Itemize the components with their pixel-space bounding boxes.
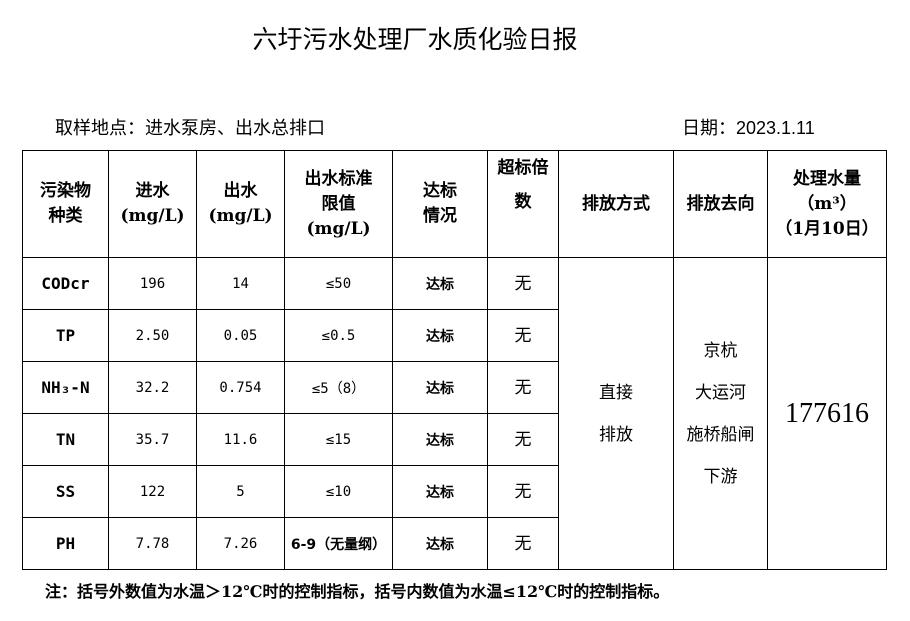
- discharge-destination-cell: 京杭 大运河 施桥船闸 下游: [673, 257, 768, 570]
- inflow-cell: 32.2: [108, 361, 197, 414]
- treated-volume-cell: 177616: [767, 257, 887, 570]
- inflow-cell: 196: [108, 257, 197, 310]
- pollutant-cell: SS: [22, 465, 109, 518]
- report-title: 六圩污水处理厂水质化验日报: [252, 25, 578, 54]
- outflow-cell: 7.26: [196, 517, 285, 570]
- table-row: NH₃-N 32.2 0.754 ≤5（8） 达标无: [22, 361, 887, 414]
- limit-cell: ≤5（8）: [284, 361, 393, 414]
- header-status: 达标 情况: [392, 150, 488, 258]
- exceed-cell: 无: [487, 465, 559, 518]
- header-inflow: 进水 (mg/L): [108, 150, 197, 258]
- table-row: TP 2.50 0.05 ≤0.5 达标无: [22, 309, 887, 362]
- header-discharge-method: 排放方式: [558, 150, 674, 258]
- table-row: PH 7.78 7.26 6-9（无量纲） 达标无: [22, 517, 887, 570]
- header-row: 污染物 种类 进水 (mg/L) 出水 (mg/L) 出水标准 限值 (mg/L) 达标情…: [22, 150, 887, 258]
- table-row: TN 35.7 11.6 ≤15 达标无: [22, 413, 887, 466]
- footnote: 注：括号外数值为水温＞12℃时的控制指标，括号内数值为水温≤12℃时的控制指标。: [45, 582, 670, 601]
- header-volume: 处理水量 （m³） （1月10日）: [767, 150, 887, 258]
- sampling-location: 取样地点：进水泵房、出水总排口: [55, 118, 325, 139]
- header-discharge-dest: 排放去向: [673, 150, 768, 258]
- pollutant-cell: TP: [22, 309, 109, 362]
- header-pollutant: 污染物 种类: [22, 150, 109, 258]
- limit-cell: ≤0.5: [284, 309, 393, 362]
- outflow-cell: 14: [196, 257, 285, 310]
- table-row: SS 122 5 ≤10 达标无: [22, 465, 887, 518]
- header-limit: 出水标准 限值 (mg/L): [284, 150, 393, 258]
- status-cell: 达标: [392, 465, 488, 518]
- status-cell: 达标: [392, 257, 488, 310]
- water-quality-table: 污染物 种类 进水 (mg/L) 出水 (mg/L) 出水标准 限值 (mg/L) 达标情…: [22, 150, 887, 570]
- exceed-cell: 无: [487, 361, 559, 414]
- inflow-cell: 2.50: [108, 309, 197, 362]
- limit-cell: ≤10: [284, 465, 393, 518]
- status-cell: 达标: [392, 361, 488, 414]
- pollutant-cell: PH: [22, 517, 109, 570]
- pollutant-cell: TN: [22, 413, 109, 466]
- outflow-cell: 0.754: [196, 361, 285, 414]
- discharge-method-cell: 直接 排放: [558, 257, 674, 570]
- exceed-cell: 无: [487, 257, 559, 310]
- inflow-cell: 122: [108, 465, 197, 518]
- outflow-cell: 0.05: [196, 309, 285, 362]
- header-exceed: 超标倍数: [487, 150, 559, 258]
- pollutant-cell: CODcr: [22, 257, 109, 310]
- inflow-cell: 7.78: [108, 517, 197, 570]
- inflow-cell: 35.7: [108, 413, 197, 466]
- limit-cell: ≤50: [284, 257, 393, 310]
- exceed-cell: 无: [487, 517, 559, 570]
- report-date: 日期：2023.1.11: [682, 118, 815, 138]
- header-outflow: 出水 (mg/L): [196, 150, 285, 258]
- exceed-cell: 无: [487, 413, 559, 466]
- pollutant-cell: NH₃-N: [22, 361, 109, 414]
- table-row: CODcr 196 14 ≤50 达标无直接 排放 京杭 大运河 施桥船闸 下游 177616: [22, 257, 887, 570]
- outflow-cell: 11.6: [196, 413, 285, 466]
- limit-cell: ≤15: [284, 413, 393, 466]
- status-cell: 达标: [392, 517, 488, 570]
- status-cell: 达标: [392, 309, 488, 362]
- limit-cell: 6-9（无量纲）: [284, 517, 393, 570]
- exceed-cell: 无: [487, 309, 559, 362]
- status-cell: 达标: [392, 413, 488, 466]
- outflow-cell: 5: [196, 465, 285, 518]
